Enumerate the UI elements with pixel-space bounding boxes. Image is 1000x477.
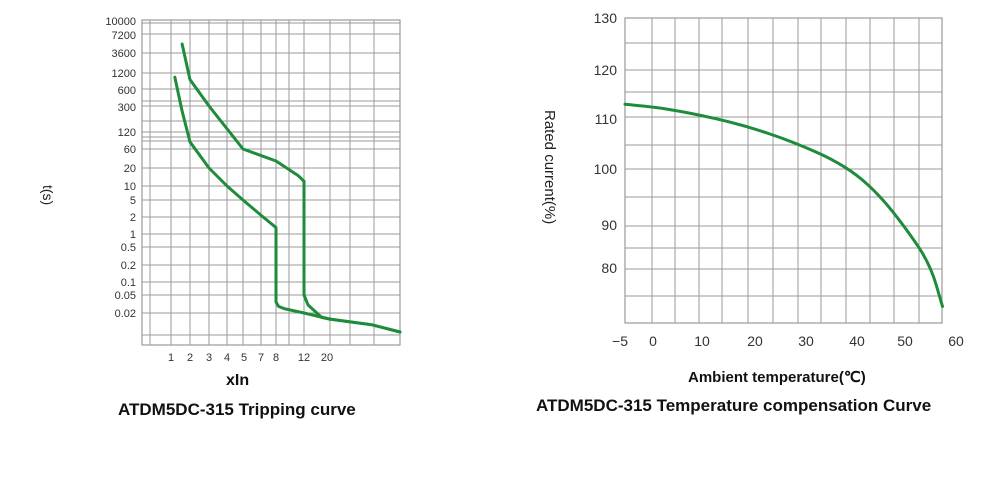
y-tick-label: 120 bbox=[594, 62, 618, 78]
y-tick-label: 0.1 bbox=[121, 277, 136, 289]
y-tick-label: 1200 bbox=[112, 68, 136, 80]
x-tick-label: 60 bbox=[948, 333, 964, 349]
y-tick-label: 2 bbox=[130, 212, 136, 224]
y-tick-label: 80 bbox=[601, 260, 617, 276]
y-tick-label: 60 bbox=[124, 144, 136, 156]
x-tick-label: 20 bbox=[747, 333, 763, 349]
tripping-x-axis-label: xIn bbox=[226, 372, 250, 389]
tripping-curve-chart: 100007200360012006003001206020105210.50.… bbox=[105, 16, 402, 364]
x-tick-label: 50 bbox=[897, 333, 913, 349]
plot-frame bbox=[141, 19, 401, 346]
x-tick-label: 3 bbox=[206, 352, 212, 364]
y-tick-label: 0.5 bbox=[121, 242, 136, 254]
x-tick-label: 8 bbox=[273, 352, 279, 364]
x-tick-label: −5 bbox=[612, 333, 628, 349]
y-tick-label: 100 bbox=[594, 161, 618, 177]
x-tick-label: 4 bbox=[224, 352, 230, 364]
y-tick-label: 0.05 bbox=[115, 290, 136, 302]
y-tick-label: 3600 bbox=[112, 48, 136, 60]
tripping-chart-title: ATDM5DC-315 Tripping curve bbox=[118, 400, 356, 419]
x-tick-label: 1 bbox=[168, 352, 174, 364]
tripping-y-axis-label: t(s) bbox=[40, 185, 56, 206]
y-tick-label: 110 bbox=[595, 111, 618, 127]
x-tick-label: 10 bbox=[694, 333, 710, 349]
x-tick-label: 5 bbox=[241, 352, 247, 364]
y-tick-label: 1 bbox=[130, 229, 136, 241]
temperature-y-axis-label: Rated current(%) bbox=[541, 110, 558, 225]
y-tick-label: 5 bbox=[130, 195, 136, 207]
y-tick-label: 0.02 bbox=[115, 308, 136, 320]
y-tick-label: 130 bbox=[594, 10, 618, 26]
plot-frame bbox=[624, 17, 943, 324]
y-tick-label: 10000 bbox=[105, 16, 136, 28]
x-tick-label: 20 bbox=[321, 352, 333, 364]
x-tick-label: 40 bbox=[849, 333, 865, 349]
y-tick-label: 0.2 bbox=[121, 260, 136, 272]
tripping-curve-line-2 bbox=[180, 42, 402, 334]
temperature-curve-line bbox=[623, 102, 944, 308]
x-tick-label: 0 bbox=[649, 333, 657, 349]
y-tick-label: 10 bbox=[124, 181, 136, 193]
temperature-curve-chart: 130 120 110 100 90 80 −5 0 10 20 30 40 50 60 bbox=[594, 10, 964, 349]
x-tick-label: 7 bbox=[258, 352, 264, 364]
x-tick-label: 12 bbox=[298, 352, 310, 364]
y-tick-label: 7200 bbox=[112, 30, 136, 42]
y-tick-label: 120 bbox=[118, 127, 136, 139]
y-tick-label: 20 bbox=[124, 163, 136, 175]
y-tick-label: 300 bbox=[118, 102, 136, 114]
temperature-chart-title: ATDM5DC-315 Temperature compensation Cur… bbox=[536, 396, 932, 415]
temperature-x-axis-label: Ambient temperature(℃) bbox=[688, 369, 866, 386]
y-tick-label: 90 bbox=[601, 217, 617, 233]
y-tick-label: 600 bbox=[118, 85, 136, 97]
x-tick-label: 2 bbox=[187, 352, 193, 364]
x-tick-label: 30 bbox=[798, 333, 814, 349]
